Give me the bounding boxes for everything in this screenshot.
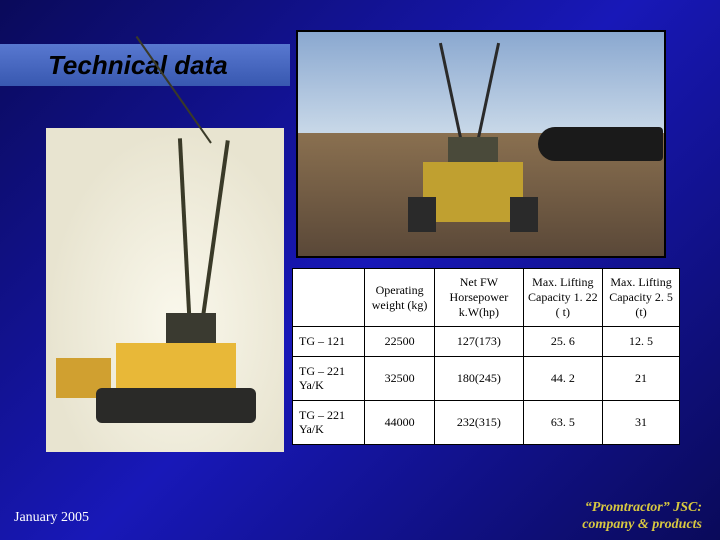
technical-data-table: Operating weight (kg) Net FW Horsepower …	[292, 268, 680, 445]
table-header-col: Operating weight (kg)	[365, 269, 435, 327]
table-header-col: Max. Lifting Capacity 2. 5 (t)	[603, 269, 680, 327]
photo-tractor-body-icon	[423, 162, 523, 222]
table-row-label: TG – 121	[293, 327, 365, 357]
footer-company: “Promtractor” JSC: company & products	[582, 500, 702, 534]
table-header-col: Net FW Horsepower k.W(hp)	[435, 269, 523, 327]
table-row-label: TG – 221 Ya/K	[293, 357, 365, 401]
table-row: TG – 121 22500 127(173) 25. 6 12. 5	[293, 327, 680, 357]
table-row: TG – 221 Ya/K 44000 232(315) 63. 5 31	[293, 400, 680, 444]
photo-track-right-icon	[510, 197, 538, 232]
table-cell: 32500	[365, 357, 435, 401]
table-cell: 44000	[365, 400, 435, 444]
footer-company-line1: “Promtractor” JSC:	[585, 500, 702, 515]
table-cell: 21	[603, 357, 680, 401]
table-cell: 25. 6	[523, 327, 603, 357]
table-cell: 22500	[365, 327, 435, 357]
photo-track-left-icon	[408, 197, 436, 232]
table-cell: 31	[603, 400, 680, 444]
table-header-col: Max. Lifting Capacity 1. 22 ( t)	[523, 269, 603, 327]
table-cell: 232(315)	[435, 400, 523, 444]
table-header-row: Operating weight (kg) Net FW Horsepower …	[293, 269, 680, 327]
table-row: TG – 221 Ya/K 32500 180(245) 44. 2 21	[293, 357, 680, 401]
table-cell: 12. 5	[603, 327, 680, 357]
photo-pipelayer-field	[296, 30, 666, 258]
table-cell: 127(173)	[435, 327, 523, 357]
table-row-label: TG – 221 Ya/K	[293, 400, 365, 444]
photo-pipe-icon	[538, 127, 663, 161]
page-title: Technical data	[48, 50, 228, 81]
table-cell: 180(245)	[435, 357, 523, 401]
illustration-pipelayer-side	[46, 128, 284, 452]
illus-track-icon	[96, 388, 256, 423]
table-cell: 63. 5	[523, 400, 603, 444]
table-cell: 44. 2	[523, 357, 603, 401]
table-header-empty	[293, 269, 365, 327]
footer-company-line2: company & products	[582, 517, 702, 532]
footer-date: January 2005	[14, 510, 89, 526]
